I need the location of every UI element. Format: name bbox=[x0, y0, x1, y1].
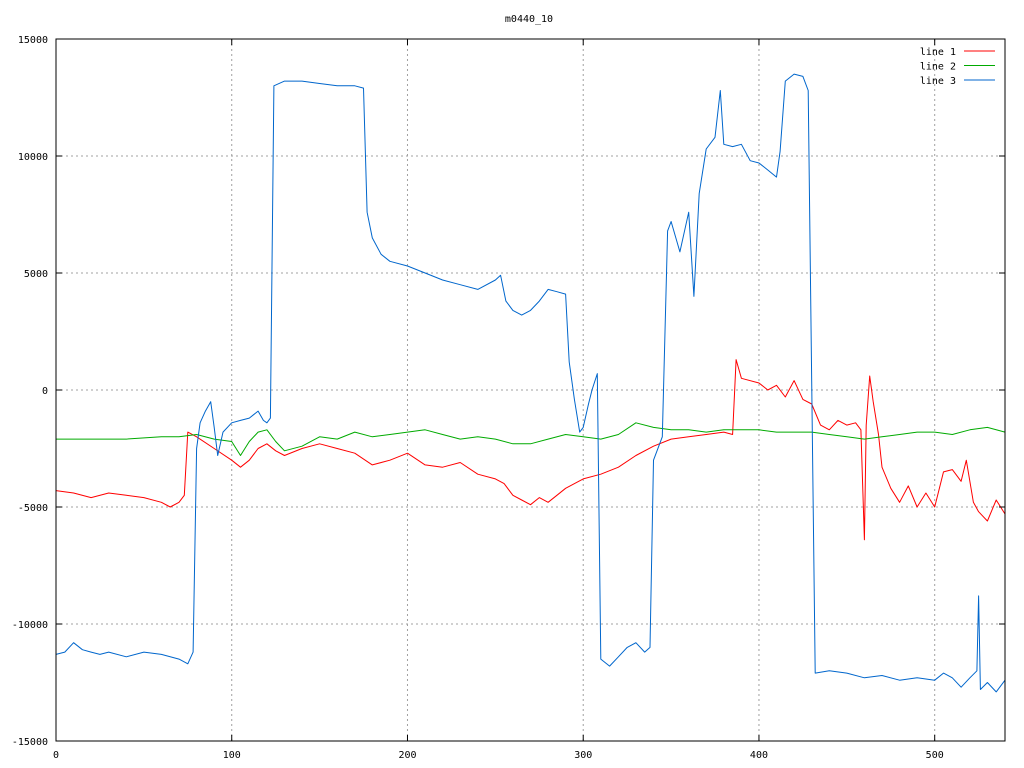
y-tick-label: -5000 bbox=[18, 503, 48, 514]
series-group bbox=[55, 73, 1006, 693]
series-line-2 bbox=[56, 422, 1006, 456]
y-axis-ticks: 15000 10000 5000 0 -5000 -10000 -15000 bbox=[12, 35, 1005, 748]
x-tick-label: 500 bbox=[926, 750, 944, 761]
series-line-1 bbox=[55, 359, 1006, 541]
x-tick-label: 100 bbox=[223, 750, 241, 761]
legend-label-3: line 3 bbox=[920, 76, 956, 87]
x-axis-ticks: 0 100 200 300 400 500 bbox=[53, 39, 944, 761]
grid bbox=[56, 39, 1005, 741]
x-tick-label: 0 bbox=[53, 750, 59, 761]
x-tick-label: 300 bbox=[574, 750, 592, 761]
y-tick-label: -15000 bbox=[12, 737, 48, 748]
x-tick-label: 400 bbox=[750, 750, 768, 761]
y-tick-label: -10000 bbox=[12, 620, 48, 631]
y-tick-label: 0 bbox=[42, 386, 48, 397]
chart-title: m0440_10 bbox=[505, 14, 553, 25]
legend: line 1 line 2 line 3 bbox=[920, 47, 995, 87]
x-tick-label: 200 bbox=[398, 750, 416, 761]
series-line-3 bbox=[55, 73, 1006, 693]
y-tick-label: 10000 bbox=[18, 152, 48, 163]
legend-label-1: line 1 bbox=[920, 47, 956, 58]
y-tick-label: 15000 bbox=[18, 35, 48, 46]
legend-label-2: line 2 bbox=[920, 62, 956, 73]
y-tick-label: 5000 bbox=[24, 269, 48, 280]
